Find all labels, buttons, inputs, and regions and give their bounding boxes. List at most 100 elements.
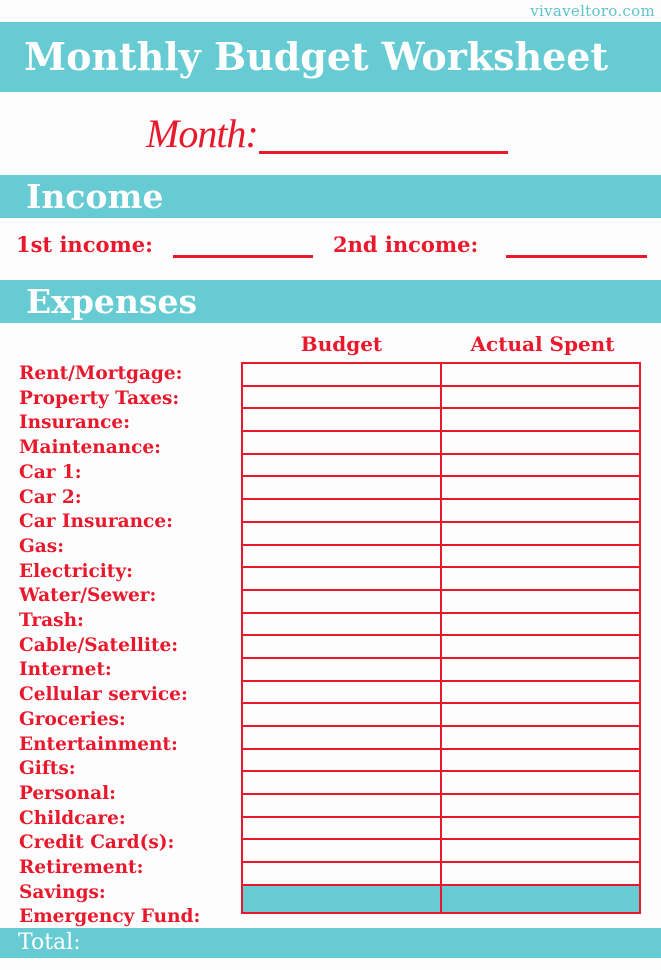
table-row	[241, 543, 641, 569]
actual-cell[interactable]	[440, 430, 641, 455]
expense-label: Maintenance:	[19, 437, 162, 459]
expense-label: Insurance:	[19, 412, 131, 434]
budget-cell[interactable]	[241, 543, 442, 569]
budget-cell[interactable]	[241, 679, 442, 705]
actual-cell[interactable]	[440, 656, 641, 682]
total-row	[241, 883, 641, 914]
expense-label: Savings:	[19, 881, 106, 903]
table-row	[241, 861, 641, 886]
budget-column-header: Budget	[300, 332, 383, 356]
actual-cell[interactable]	[440, 634, 641, 659]
second-income-field[interactable]	[506, 255, 647, 258]
actual-cell[interactable]	[440, 384, 641, 410]
expense-label: Personal:	[19, 782, 116, 804]
actual-cell[interactable]	[440, 543, 641, 569]
actual-cell[interactable]	[440, 770, 641, 796]
budget-cell[interactable]	[241, 452, 442, 478]
actual-cell[interactable]	[440, 679, 641, 705]
expense-label: Gifts:	[19, 758, 76, 780]
budget-cell[interactable]	[241, 566, 442, 591]
budget-cell[interactable]	[241, 861, 442, 886]
budget-cell[interactable]	[241, 362, 442, 387]
total-band	[0, 928, 661, 958]
first-income-label: 1st income:	[16, 232, 153, 257]
total-label: Total:	[18, 930, 81, 955]
table-row	[241, 793, 641, 818]
expense-label: Water/Sewer:	[19, 585, 157, 607]
budget-cell[interactable]	[241, 793, 442, 818]
budget-cell[interactable]	[241, 815, 442, 841]
expenses-table	[241, 362, 641, 914]
actual-cell[interactable]	[440, 407, 641, 433]
actual-cell[interactable]	[440, 611, 641, 637]
actual-cell[interactable]	[440, 815, 641, 841]
month-field[interactable]	[259, 151, 508, 154]
site-watermark: vivaveltoro.com	[530, 2, 655, 20]
expense-label: Electricity:	[19, 560, 133, 582]
table-row	[241, 498, 641, 523]
expense-label: Internet:	[19, 659, 112, 681]
budget-cell[interactable]	[241, 770, 442, 796]
expense-label: Trash:	[19, 610, 84, 631]
total-budget-cell[interactable]	[241, 883, 442, 914]
second-income-label: 2nd income:	[333, 232, 479, 257]
actual-cell[interactable]	[440, 520, 641, 546]
table-row	[241, 611, 641, 637]
budget-cell[interactable]	[241, 407, 442, 433]
table-row	[241, 770, 641, 796]
expense-label: Property Taxes:	[19, 387, 180, 409]
budget-cell[interactable]	[241, 520, 442, 546]
budget-cell[interactable]	[241, 430, 442, 455]
expenses-heading: Expenses	[0, 280, 661, 323]
actual-cell[interactable]	[440, 793, 641, 818]
expense-label: Emergency Fund:	[19, 906, 201, 928]
budget-cell[interactable]	[241, 498, 442, 523]
actual-cell[interactable]	[440, 702, 641, 727]
expense-label: Groceries:	[19, 708, 126, 730]
table-row	[241, 634, 641, 659]
table-row	[241, 566, 641, 591]
table-row	[241, 362, 641, 387]
actual-cell[interactable]	[440, 747, 641, 773]
actual-cell[interactable]	[440, 588, 641, 614]
budget-cell[interactable]	[241, 384, 442, 410]
actual-cell[interactable]	[440, 566, 641, 591]
table-row	[241, 747, 641, 773]
table-row	[241, 384, 641, 410]
actual-spent-column-header: Actual Spent	[470, 332, 615, 356]
table-row	[241, 588, 641, 614]
actual-cell[interactable]	[440, 725, 641, 750]
table-row	[241, 520, 641, 546]
table-row	[241, 475, 641, 501]
budget-cell[interactable]	[241, 747, 442, 773]
expense-label: Cellular service:	[19, 684, 188, 706]
actual-cell[interactable]	[440, 498, 641, 523]
table-row	[241, 838, 641, 864]
budget-cell[interactable]	[241, 475, 442, 501]
actual-cell[interactable]	[440, 452, 641, 478]
income-heading: Income	[0, 175, 661, 218]
table-row	[241, 452, 641, 478]
budget-cell[interactable]	[241, 611, 442, 637]
budget-cell[interactable]	[241, 725, 442, 750]
budget-cell[interactable]	[241, 838, 442, 864]
table-row	[241, 725, 641, 750]
first-income-field[interactable]	[173, 255, 313, 258]
budget-cell[interactable]	[241, 702, 442, 727]
expense-label: Car 1:	[19, 461, 82, 483]
table-row	[241, 815, 641, 841]
table-row	[241, 702, 641, 727]
month-label: Month:	[146, 111, 259, 156]
actual-cell[interactable]	[440, 838, 641, 864]
total-actual-cell[interactable]	[440, 883, 641, 914]
budget-cell[interactable]	[241, 656, 442, 682]
actual-cell[interactable]	[440, 861, 641, 886]
expense-label: Entertainment:	[19, 733, 178, 755]
expense-label: Rent/Mortgage:	[19, 363, 183, 384]
budget-cell[interactable]	[241, 588, 442, 614]
budget-cell[interactable]	[241, 634, 442, 659]
actual-cell[interactable]	[440, 362, 641, 387]
expense-label: Credit Card(s):	[19, 832, 175, 854]
actual-cell[interactable]	[440, 475, 641, 501]
table-row	[241, 407, 641, 433]
